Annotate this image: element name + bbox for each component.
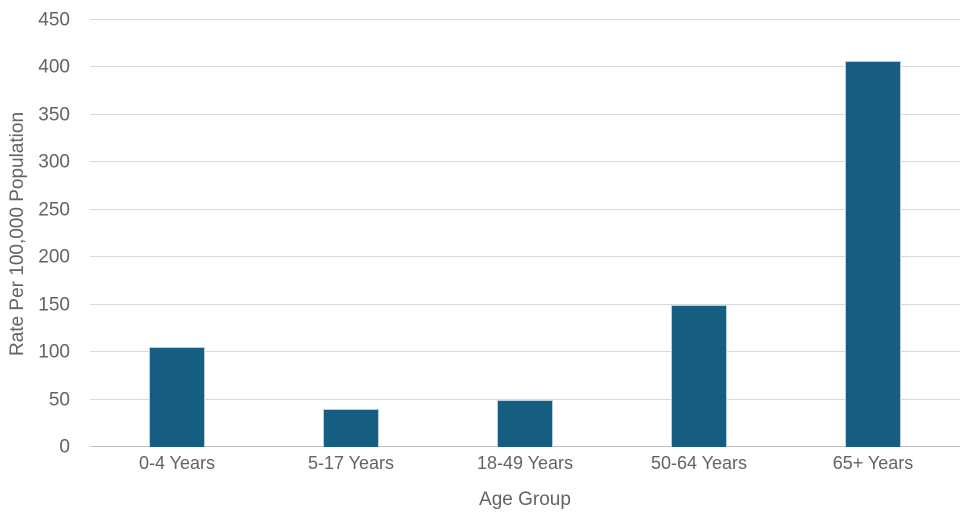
gridline xyxy=(90,398,960,400)
gridline xyxy=(90,256,960,258)
bar-slot xyxy=(264,20,438,447)
bar-slot xyxy=(90,20,264,447)
gridline xyxy=(90,208,960,210)
plot-area xyxy=(90,19,960,447)
gridline xyxy=(90,113,960,115)
y-tick-label: 200 xyxy=(38,246,70,268)
bar-65-years xyxy=(845,60,901,447)
bar-slot xyxy=(786,20,960,447)
y-tick-label: 350 xyxy=(38,104,70,126)
y-tick-label: 150 xyxy=(38,294,70,316)
x-category-label: 0-4 Years xyxy=(138,453,216,473)
y-tick-label: 450 xyxy=(38,9,70,31)
y-tick-label: 250 xyxy=(38,199,70,221)
x-category-label: 65+ Years xyxy=(832,453,914,473)
gridline xyxy=(90,351,960,353)
y-axis-ticks: 0 50 100 150 200 250 300 350 400 450 xyxy=(30,11,76,457)
gridline xyxy=(90,303,960,305)
bar-18-49-years xyxy=(497,399,553,447)
bar-0-4-years xyxy=(149,347,205,447)
x-category-label: 18-49 Years xyxy=(476,453,574,473)
x-axis-title: Age Group xyxy=(479,489,571,510)
gridline xyxy=(90,19,960,20)
y-tick-label: 400 xyxy=(38,56,70,78)
gridline xyxy=(90,66,960,68)
y-axis-title-text: Rate Per 100,000 Population xyxy=(7,111,29,356)
bar-slot xyxy=(612,20,786,447)
y-tick-label: 100 xyxy=(38,341,70,363)
y-tick-label: 0 xyxy=(59,436,70,458)
gridline xyxy=(90,161,960,163)
bar-50-64-years xyxy=(671,304,727,447)
x-category-label: 5-17 Years xyxy=(307,453,395,473)
y-tick-label: 300 xyxy=(38,151,70,173)
bar-slot xyxy=(438,20,612,447)
x-axis-labels: 0-4 Years 5-17 Years 18-49 Years 50-64 Year… xyxy=(90,453,960,474)
y-tick-label: 50 xyxy=(48,389,70,411)
x-category-label: 50-64 Years xyxy=(650,453,748,473)
bars-row xyxy=(90,20,960,447)
bar-5-17-years xyxy=(323,409,379,447)
